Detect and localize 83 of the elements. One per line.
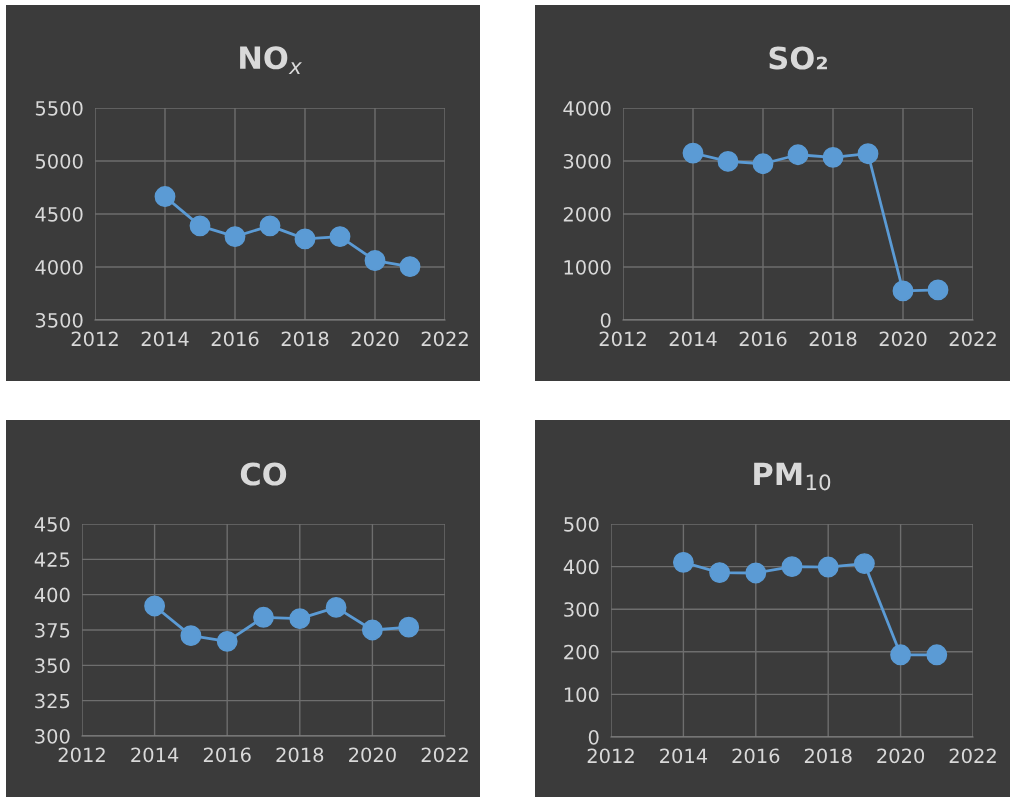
point	[927, 279, 949, 301]
point	[180, 625, 202, 647]
y-tick-label: 300	[564, 602, 599, 617]
y-tick-label: 0	[600, 312, 611, 328]
y-tick-label: 3500	[35, 312, 83, 328]
x-tick-label: 2014	[669, 331, 717, 347]
point	[289, 608, 311, 630]
point	[253, 606, 274, 628]
x-tick-label: 2020	[351, 331, 399, 347]
point	[224, 226, 246, 247]
y-tick-label: 400	[34, 587, 70, 603]
point	[709, 562, 731, 583]
x-tick-label: 2022	[421, 331, 468, 347]
point	[717, 151, 739, 172]
point	[216, 630, 238, 652]
point	[361, 619, 383, 641]
y-tick-label: 1000	[564, 259, 611, 275]
point	[926, 644, 948, 666]
x-tick-label: 2012	[599, 331, 646, 347]
point	[890, 644, 912, 666]
y-tick-label: 2000	[563, 206, 611, 222]
point	[817, 556, 839, 578]
y-tick-label: 425	[34, 552, 70, 567]
point	[672, 551, 694, 573]
point	[154, 186, 176, 207]
y-tick-label: 200	[564, 644, 599, 660]
x-tick-label: 2016	[211, 331, 259, 347]
x-tick-label: 2014	[141, 331, 189, 347]
x-tick-label: 2012	[587, 748, 634, 764]
point	[822, 146, 844, 168]
y-tick-label: 4500	[35, 206, 83, 222]
point	[787, 144, 809, 166]
y-tick-label: 0	[588, 729, 599, 745]
x-tick-label: 2014	[131, 747, 179, 763]
y-tick-label: 375	[35, 622, 70, 638]
x-tick-label: 2012	[58, 747, 105, 763]
point	[781, 556, 803, 578]
point	[745, 562, 767, 584]
y-tick-label: 4000	[35, 259, 83, 275]
x-tick-label: 2020	[349, 747, 396, 763]
chart-title: PM$_{10}$	[754, 462, 831, 491]
point	[892, 280, 914, 302]
x-tick-label: 2020	[877, 748, 925, 764]
x-tick-label: 2016	[739, 331, 787, 347]
point	[399, 256, 421, 277]
x-tick-label: 2018	[276, 747, 324, 763]
x-tick-label: 2018	[804, 748, 852, 764]
chart-title: SO₂	[769, 46, 827, 70]
y-tick-label: 3000	[563, 153, 611, 169]
y-tick-label: 325	[35, 693, 70, 709]
point	[364, 250, 386, 271]
point	[329, 226, 351, 247]
point	[752, 153, 774, 175]
point	[189, 215, 211, 237]
point	[398, 616, 420, 638]
y-tick-label: 450	[34, 516, 70, 532]
x-tick-label: 2020	[879, 331, 927, 347]
point	[259, 215, 281, 237]
chart-title: CO	[240, 462, 287, 486]
point	[682, 142, 704, 164]
point	[853, 553, 875, 575]
y-tick-label: 4000	[563, 100, 611, 116]
y-tick-label: 350	[35, 658, 70, 673]
y-tick-label: 500	[564, 516, 599, 532]
x-tick-label: 2016	[732, 748, 780, 764]
y-tick-label: 5500	[35, 100, 83, 116]
y-tick-label: 400	[563, 559, 599, 575]
y-tick-label: 100	[564, 687, 599, 703]
point	[857, 143, 879, 165]
x-tick-label: 2014	[660, 748, 708, 764]
x-tick-label: 2022	[949, 748, 996, 764]
point	[294, 228, 316, 250]
y-tick-label: 5000	[35, 153, 83, 169]
x-tick-label: 2012	[71, 331, 118, 347]
x-tick-label: 2018	[281, 331, 329, 347]
x-tick-label: 2018	[809, 331, 857, 347]
y-tick-label: 300	[35, 728, 70, 744]
x-tick-label: 2022	[421, 747, 468, 763]
point	[325, 596, 347, 618]
x-tick-label: 2016	[203, 747, 251, 763]
chart-title: NO$_{x}$	[240, 46, 302, 74]
x-tick-label: 2022	[949, 331, 996, 347]
point	[144, 595, 166, 617]
